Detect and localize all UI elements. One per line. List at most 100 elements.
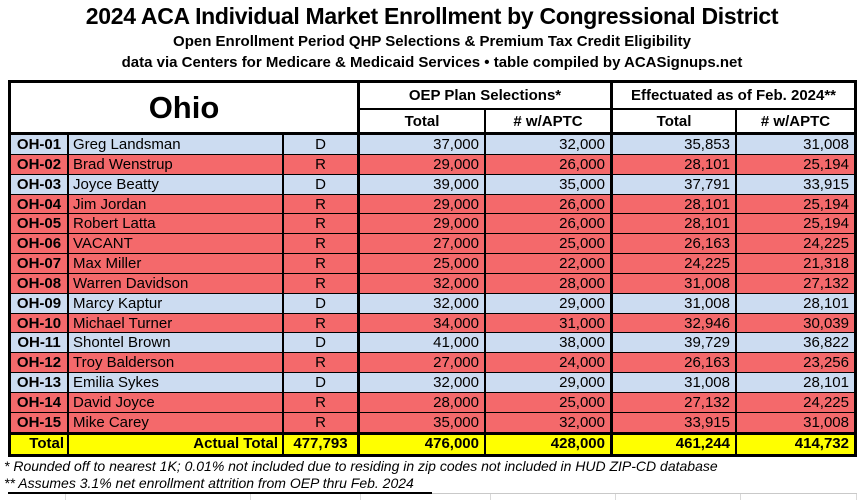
party-cell: R [284,353,360,374]
party-cell: D [284,333,360,354]
page-subtitle: Open Enrollment Period QHP Selections & … [173,33,691,50]
spreadsheet-gridline [250,494,251,500]
eff-total-cell: 28,101 [613,214,737,235]
eff-total-header: Total [613,110,737,135]
eff-aptc-cell: 31,008 [737,135,854,155]
eff-aptc-cell: 25,194 [737,194,854,215]
oep-total-cell: 27,000 [360,234,486,255]
district-cell: OH-07 [11,254,69,274]
eff-total-cell: 39,729 [613,333,737,354]
party-cell: D [284,174,360,195]
oep-total-cell: 37,000 [360,135,486,155]
eff-total-cell: 26,163 [613,234,737,255]
oep-aptc-cell: 24,000 [486,353,613,374]
oep-total-cell: 41,000 [360,333,486,354]
district-cell: OH-02 [11,154,69,175]
spreadsheet-gridline [856,494,857,500]
eff-total-cell: 31,008 [613,373,737,393]
total-eff-total: 461,244 [613,432,737,454]
district-cell: OH-13 [11,373,69,393]
oep-total-cell: 34,000 [360,313,486,334]
party-cell: R [284,392,360,413]
oep-aptc-cell: 25,000 [486,392,613,413]
district-cell: OH-11 [11,333,69,354]
data-source-line: data via Centers for Medicare & Medicaid… [121,54,743,71]
rep-name-cell: Brad Wenstrup [69,154,284,175]
rep-name-cell: Mike Carey [69,412,284,433]
district-cell: OH-04 [11,194,69,215]
eff-aptc-cell: 28,101 [737,373,854,393]
eff-total-cell: 32,946 [613,313,737,334]
rep-name-cell: Shontel Brown [69,333,284,354]
rep-name-cell: Max Miller [69,254,284,274]
oep-total-cell: 29,000 [360,214,486,235]
table-bottom-border [8,492,432,494]
total-eff-aptc: 414,732 [737,432,854,454]
oep-aptc-cell: 29,000 [486,373,613,393]
party-cell: R [284,214,360,235]
party-cell: R [284,254,360,274]
party-cell: R [284,234,360,255]
rep-name-cell: Troy Balderson [69,353,284,374]
oep-aptc-cell: 26,000 [486,154,613,175]
district-cell: OH-12 [11,353,69,374]
eff-total-cell: 31,008 [613,293,737,314]
oep-total-cell: 39,000 [360,174,486,195]
oep-aptc-header: # w/APTC [486,110,613,135]
rep-name-cell: Marcy Kaptur [69,293,284,314]
oep-total-cell: 25,000 [360,254,486,274]
oep-aptc-cell: 35,000 [486,174,613,195]
effectuated-group-header: Effectuated as of Feb. 2024** [613,83,854,110]
eff-total-cell: 24,225 [613,254,737,274]
eff-total-cell: 28,101 [613,194,737,215]
eff-total-cell: 26,163 [613,353,737,374]
rep-name-cell: VACANT [69,234,284,255]
district-cell: OH-01 [11,135,69,155]
actual-total-value: 477,793 [284,432,360,454]
party-cell: D [284,135,360,155]
eff-aptc-cell: 30,039 [737,313,854,334]
enrollment-table: Ohio OEP Plan Selections* Effectuated as… [8,80,857,457]
eff-aptc-cell: 24,225 [737,234,854,255]
eff-aptc-cell: 27,132 [737,273,854,294]
spreadsheet-gridline-horizontal [432,493,857,494]
total-row-label: Total [11,432,69,454]
eff-aptc-cell: 21,318 [737,254,854,274]
oep-total-cell: 32,000 [360,293,486,314]
eff-aptc-cell: 33,915 [737,174,854,195]
eff-total-cell: 35,853 [613,135,737,155]
rep-name-cell: Michael Turner [69,313,284,334]
rep-name-cell: Joyce Beatty [69,174,284,195]
eff-total-cell: 33,915 [613,412,737,433]
party-cell: D [284,373,360,393]
eff-aptc-cell: 25,194 [737,214,854,235]
rep-name-cell: David Joyce [69,392,284,413]
party-cell: R [284,154,360,175]
eff-aptc-header: # w/APTC [737,110,854,135]
district-cell: OH-05 [11,214,69,235]
spreadsheet-gridline [615,494,616,500]
footnote-attrition: ** Assumes 3.1% net enrollment attrition… [4,475,414,491]
spreadsheet-gridline [360,494,361,500]
party-cell: D [284,293,360,314]
spreadsheet-gridline [65,494,66,500]
spreadsheet-gridline [740,494,741,500]
party-cell: R [284,194,360,215]
rep-name-cell: Jim Jordan [69,194,284,215]
oep-aptc-cell: 32,000 [486,135,613,155]
oep-aptc-cell: 22,000 [486,254,613,274]
rep-name-cell: Warren Davidson [69,273,284,294]
oep-total-header: Total [360,110,486,135]
oep-group-header: OEP Plan Selections* [360,83,613,110]
rep-name-cell: Greg Landsman [69,135,284,155]
eff-aptc-cell: 23,256 [737,353,854,374]
oep-total-cell: 32,000 [360,273,486,294]
eff-total-cell: 31,008 [613,273,737,294]
eff-aptc-cell: 24,225 [737,392,854,413]
oep-aptc-cell: 26,000 [486,194,613,215]
eff-aptc-cell: 36,822 [737,333,854,354]
oep-aptc-cell: 29,000 [486,293,613,314]
party-cell: R [284,273,360,294]
oep-aptc-cell: 38,000 [486,333,613,354]
oep-aptc-cell: 31,000 [486,313,613,334]
